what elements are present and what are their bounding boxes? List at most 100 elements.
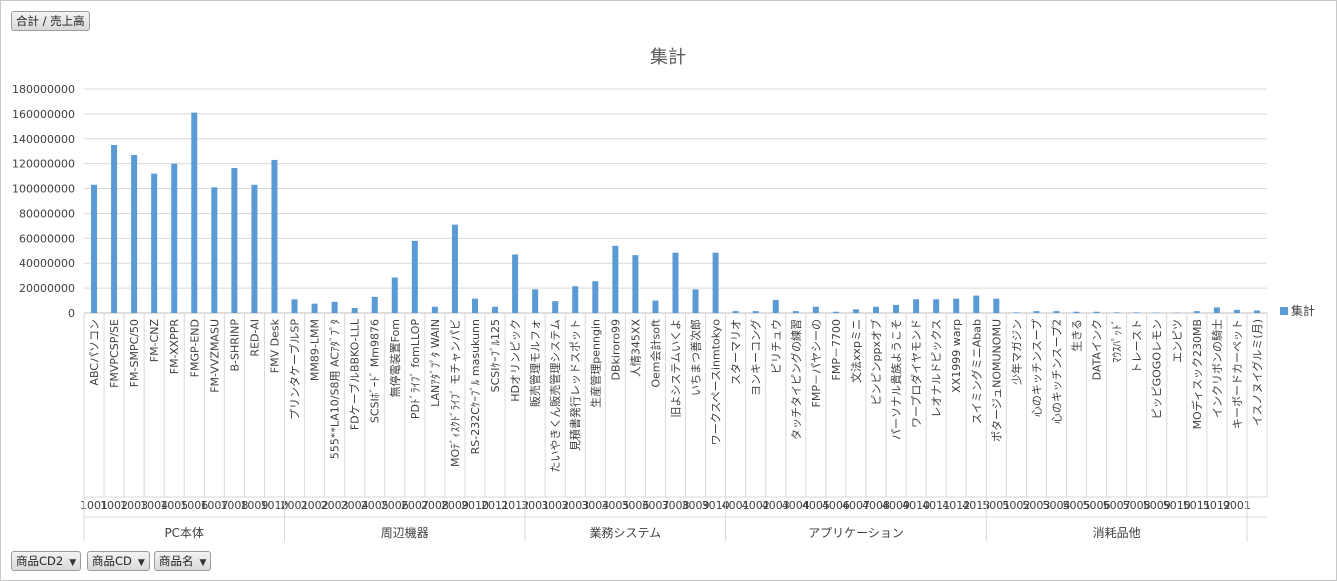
bar xyxy=(91,184,98,313)
x-code-label: 4005 xyxy=(802,499,830,512)
bar xyxy=(231,168,238,313)
bar xyxy=(151,173,158,313)
bar xyxy=(291,299,298,313)
x-code-label: 2007 xyxy=(401,499,429,512)
bar xyxy=(692,289,699,313)
x-category-label: 見積書発行レッドスポット xyxy=(568,319,582,451)
x-category-label: パーソナル貴族ようこそ xyxy=(889,319,903,440)
bar xyxy=(1233,309,1240,313)
x-code-label: 3005 xyxy=(601,499,629,512)
bar xyxy=(351,308,358,313)
dropdown-arrow-icon[interactable]: ▼ xyxy=(199,558,207,568)
x-category-label: 555**LA10/S8用 ACｱﾀﾞﾌﾟﾀ xyxy=(329,319,342,459)
x-category-label: 心のキッチンスープ2 xyxy=(1050,319,1063,424)
bar xyxy=(873,306,880,313)
legend-label: 集計 xyxy=(1291,303,1315,318)
x-category-label: Oem会計soft xyxy=(648,318,662,387)
bar xyxy=(1033,311,1040,313)
x-code-label: 4004 xyxy=(782,499,810,512)
value-field-button[interactable]: 合計 / 売上高 xyxy=(11,11,90,31)
x-code-label: 5008 xyxy=(1123,499,1151,512)
x-category-label: ワープロダイヤモンド xyxy=(909,319,923,428)
chart-title: 集計 xyxy=(650,47,686,68)
x-group-label: PC本体 xyxy=(164,526,204,540)
x-code-label: 5006 xyxy=(1083,499,1111,512)
x-code-label: 2012 xyxy=(501,499,529,512)
bar xyxy=(111,145,118,313)
x-code-label: 1004 xyxy=(140,499,168,512)
x-category-label: FM-SMPC/50 xyxy=(128,319,141,387)
x-category-label: HDオリンピック xyxy=(509,319,522,402)
x-category-label: トレースト xyxy=(1131,319,1144,373)
y-tick-label: 180000000 xyxy=(12,83,75,96)
dropdown-arrow-icon[interactable]: ▼ xyxy=(137,558,145,568)
bar xyxy=(933,299,940,313)
y-tick-label: 140000000 xyxy=(12,133,75,146)
bar xyxy=(792,311,799,313)
x-category-label: FM-VVZMASU xyxy=(208,319,221,393)
bar xyxy=(131,154,138,313)
x-category-label: ワークスペースinmtokyo xyxy=(710,319,723,446)
x-category-label: FM-CNZ xyxy=(148,319,161,363)
x-category-label: スイミングミニAbab xyxy=(969,319,983,424)
bar xyxy=(271,159,278,313)
bar xyxy=(712,252,719,313)
x-category-label: インクリボンの騎士 xyxy=(1211,319,1224,418)
bar xyxy=(1133,312,1140,313)
x-category-label: ABCパソコン xyxy=(88,319,101,386)
x-code-label: 3003 xyxy=(561,499,589,512)
value-field-label: 合計 / 売上高 xyxy=(16,14,85,28)
x-category-label: MOディスック230MB xyxy=(1190,319,1204,429)
row-field-button-name[interactable]: 商品名 ▼ xyxy=(154,551,212,571)
x-code-label: 5001 xyxy=(982,499,1010,512)
x-code-label: 5002 xyxy=(1002,499,1030,512)
x-code-label: 4003 xyxy=(762,499,790,512)
bar xyxy=(211,187,218,313)
bar xyxy=(1053,311,1060,313)
bar xyxy=(832,311,839,313)
x-code-label: 5011 xyxy=(1183,499,1211,512)
x-category-label: LANｱﾀﾞﾌﾟﾀ WAIN xyxy=(429,319,442,407)
x-code-label: 1001 xyxy=(80,499,108,512)
bar xyxy=(893,304,900,313)
x-category-label: FDケーブルBBKO-LLL xyxy=(348,318,362,430)
bar xyxy=(1073,311,1080,313)
x-category-label: エンピツ xyxy=(1171,319,1184,363)
x-category-label: たいやきくん販売管理システム xyxy=(548,319,562,473)
x-category-label: 生きる xyxy=(1070,319,1084,352)
bar xyxy=(752,311,759,313)
x-category-label: ピンピンppxオブ xyxy=(869,319,883,405)
bar xyxy=(572,286,579,313)
bar xyxy=(1093,311,1100,313)
bar xyxy=(993,298,1000,313)
x-code-label: 1005 xyxy=(160,499,188,512)
legend-swatch xyxy=(1280,307,1288,315)
x-code-label: 1002 xyxy=(100,499,128,512)
row-field-button-cd[interactable]: 商品CD ▼ xyxy=(87,551,150,571)
dropdown-arrow-icon[interactable]: ▼ xyxy=(69,558,77,568)
x-category-label: XX1999 warp xyxy=(950,319,963,393)
bar xyxy=(852,309,859,313)
y-tick-label: 40000000 xyxy=(19,257,75,270)
x-code-label: 1007 xyxy=(200,499,228,512)
x-code-label: 5003 xyxy=(1022,499,1050,512)
bar xyxy=(732,311,739,313)
row-field-label-cd: 商品CD xyxy=(92,554,132,568)
row-field-label-cd2: 商品CD2 xyxy=(16,554,64,568)
row-field-button-cd2[interactable]: 商品CD2 ▼ xyxy=(11,551,82,571)
x-code-label: 4012 xyxy=(942,499,970,512)
bar xyxy=(251,184,258,313)
x-category-label: DBkiroro99 xyxy=(609,319,622,380)
x-code-label: 1008 xyxy=(220,499,248,512)
x-code-label: 4013 xyxy=(962,499,990,512)
x-code-label: 2001 xyxy=(281,499,309,512)
x-code-label: 4001 xyxy=(722,499,750,512)
x-code-label: 4008 xyxy=(862,499,890,512)
x-code-label: 5005 xyxy=(1063,499,1091,512)
bar xyxy=(812,306,819,313)
x-category-label: タッチタイピングの練習 xyxy=(789,319,803,440)
x-category-label: MOﾃﾞｨｽｸﾄﾞﾗｲﾌﾞ モチャンパビ xyxy=(449,319,462,467)
x-code-label: 2003 xyxy=(321,499,349,512)
x-code-label: 2011 xyxy=(481,499,509,512)
x-code-label: 9001 xyxy=(1223,499,1251,512)
